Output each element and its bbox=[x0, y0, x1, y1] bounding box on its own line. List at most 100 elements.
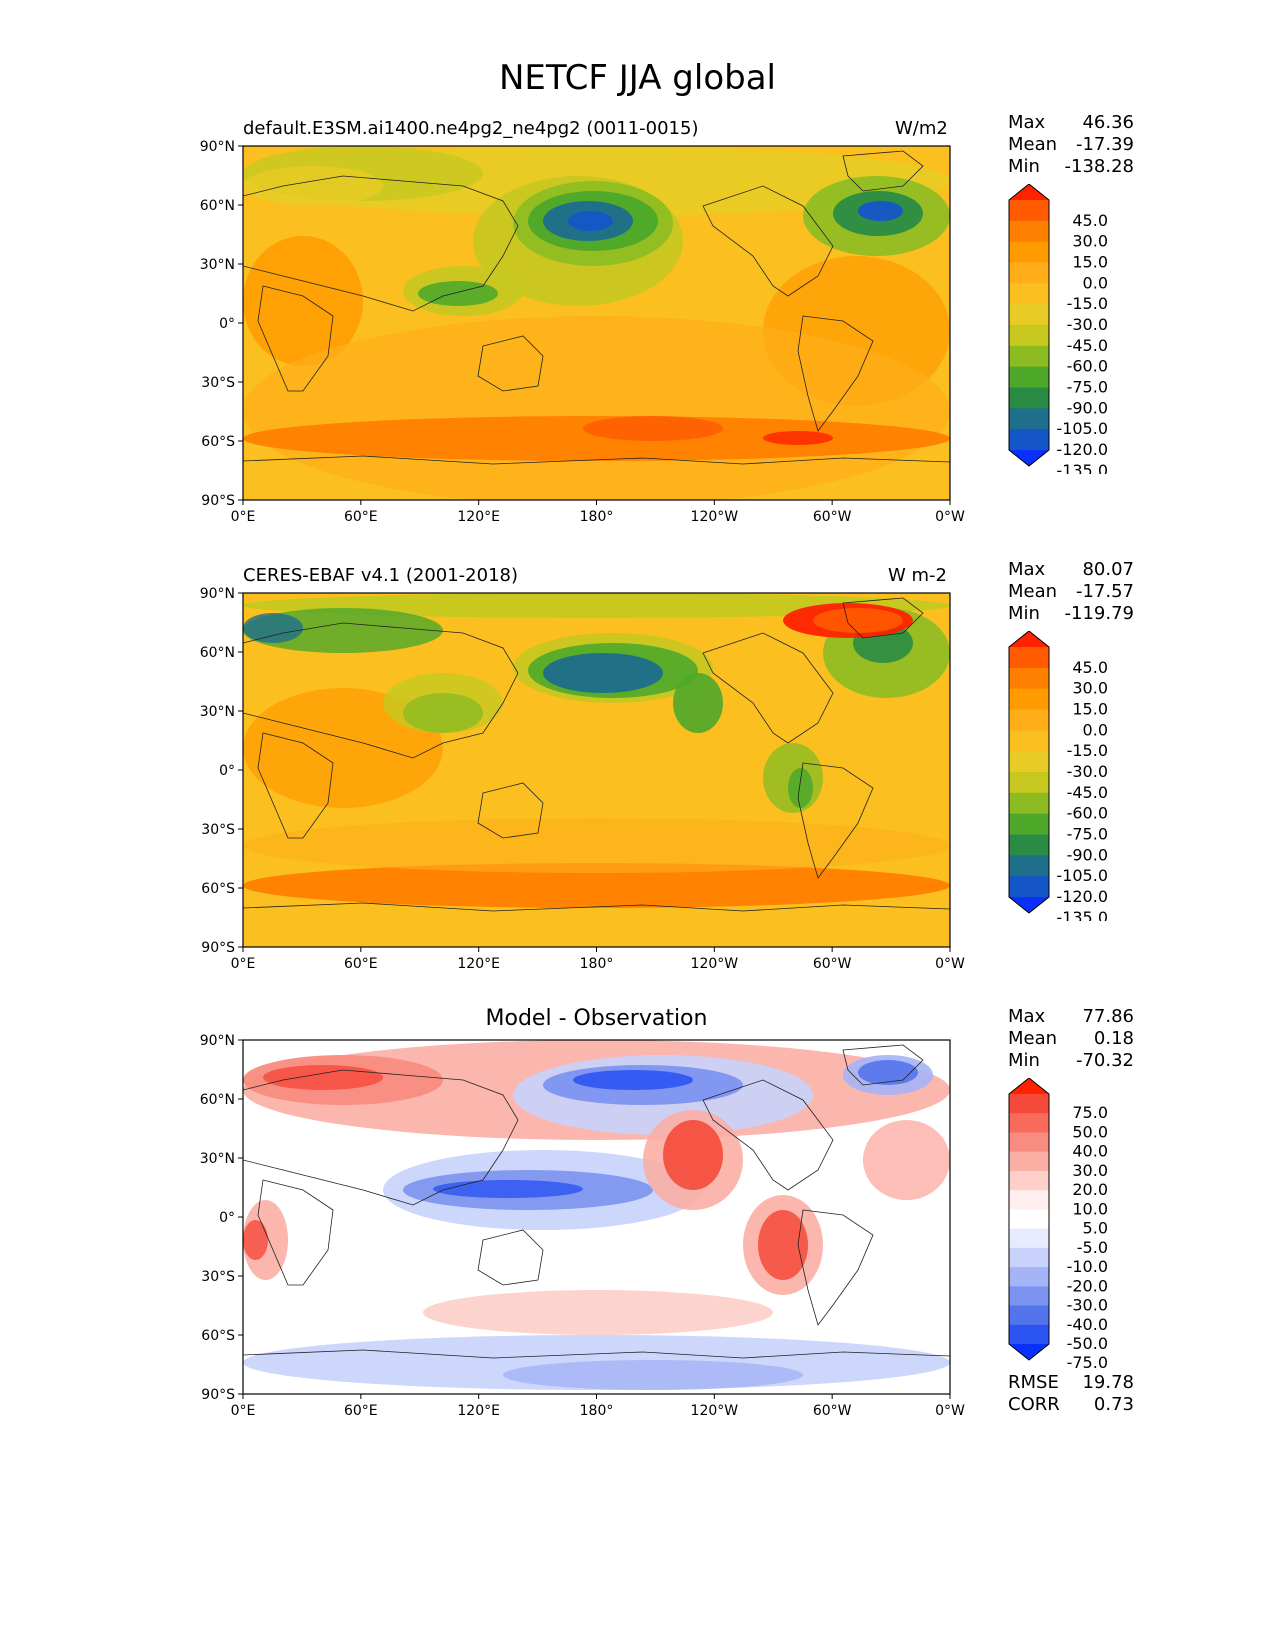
colorbar-segment bbox=[1009, 772, 1049, 794]
colorbar-label: 15.0 bbox=[1072, 253, 1108, 272]
coastline bbox=[243, 1349, 950, 1359]
field-region bbox=[673, 673, 723, 733]
colorbar-segment bbox=[1009, 647, 1049, 669]
field-region bbox=[423, 1290, 773, 1335]
field-region bbox=[758, 1210, 808, 1280]
field-region bbox=[568, 211, 613, 231]
colorbar-label: 50.0 bbox=[1072, 1122, 1108, 1141]
colorbar-segment bbox=[1009, 304, 1049, 326]
colorbar-label: -30.0 bbox=[1067, 1296, 1108, 1315]
y-tick-label: 60°S bbox=[201, 1328, 235, 1344]
panel3-max-value: 77.86 bbox=[1082, 1006, 1134, 1027]
y-tick-label: 30°N bbox=[200, 257, 235, 273]
y-tick-label: 60°S bbox=[201, 434, 235, 450]
field-region bbox=[663, 1120, 723, 1190]
coastline bbox=[842, 597, 924, 639]
colorbar-label: -30.0 bbox=[1067, 762, 1108, 781]
colorbar-min-extend bbox=[1009, 897, 1049, 913]
field-region bbox=[243, 593, 950, 618]
x-tick-label: 60°E bbox=[344, 1403, 378, 1419]
field-region bbox=[243, 1220, 268, 1260]
colorbar-outline bbox=[1008, 631, 1050, 914]
colorbar-label: 20.0 bbox=[1072, 1180, 1108, 1199]
y-tick-label: 30°S bbox=[201, 822, 235, 838]
panel2-max-value: 80.07 bbox=[1082, 559, 1134, 580]
y-tick-label: 30°S bbox=[201, 1269, 235, 1285]
coastline bbox=[702, 1079, 834, 1191]
colorbar-label: -50.0 bbox=[1067, 1334, 1108, 1353]
y-tick-label: 90°S bbox=[201, 1387, 235, 1403]
colorbar-segment bbox=[1009, 345, 1049, 368]
colorbar-label: -60.0 bbox=[1067, 804, 1108, 823]
field-region bbox=[243, 613, 303, 643]
field-region bbox=[403, 693, 483, 733]
y-tick-label: 90°N bbox=[200, 140, 235, 155]
colorbar-segment bbox=[1009, 200, 1049, 222]
colorbar-segment bbox=[1009, 1132, 1049, 1153]
colorbar-label: 10.0 bbox=[1072, 1199, 1108, 1218]
panel1-mean-value: -17.39 bbox=[1075, 134, 1134, 155]
coastline bbox=[243, 175, 519, 312]
panel1-map: 0°E 60°E 120°E 180° 120°W 60°W 0°W 90°N 60°N 30°N… bbox=[200, 140, 965, 525]
y-tick-label: 0° bbox=[219, 316, 235, 332]
colorbar-label: 45.0 bbox=[1072, 211, 1108, 230]
panel2-mean-value: -17.57 bbox=[1075, 581, 1134, 602]
colorbar-segment bbox=[1009, 1151, 1049, 1172]
colorbar-min-extend bbox=[1009, 450, 1049, 466]
colorbar-label: -120.0 bbox=[1056, 440, 1108, 459]
panel1-stats: Max 46.36 Mean -17.39 Min -138.28 bbox=[1008, 112, 1134, 178]
colorbar-segment bbox=[1009, 1247, 1049, 1268]
coastline bbox=[797, 315, 874, 432]
colorbar-label: 30.0 bbox=[1072, 232, 1108, 251]
colorbar-segment bbox=[1009, 408, 1049, 430]
x-tick-label: 120°W bbox=[691, 509, 739, 525]
panel2-min-label: Min bbox=[1008, 603, 1040, 624]
field-region bbox=[858, 1060, 918, 1085]
colorbar-segment bbox=[1009, 688, 1049, 710]
x-tick-label: 120°W bbox=[691, 956, 739, 972]
colorbar-label: 75.0 bbox=[1072, 1103, 1108, 1122]
field-region bbox=[573, 1070, 693, 1090]
colorbar-label: -105.0 bbox=[1056, 419, 1108, 438]
colorbar-segment bbox=[1009, 241, 1049, 263]
map-field bbox=[243, 1040, 950, 1394]
colorbar-label: 15.0 bbox=[1072, 700, 1108, 719]
x-tick-label: 60°W bbox=[813, 1403, 852, 1419]
colorbar-label: -60.0 bbox=[1067, 357, 1108, 376]
colorbar-segment bbox=[1009, 834, 1049, 856]
colorbar-label: -30.0 bbox=[1067, 315, 1108, 334]
x-tick-label: 0°E bbox=[231, 1403, 256, 1419]
coastline bbox=[702, 632, 834, 744]
field-region bbox=[858, 201, 903, 221]
x-tick-label: 0°W bbox=[935, 1403, 965, 1419]
y-tick-label: 90°S bbox=[201, 940, 235, 956]
panel2-max-label: Max bbox=[1008, 559, 1046, 580]
field-region bbox=[243, 236, 363, 366]
map-field bbox=[243, 593, 950, 947]
colorbar-max-extend bbox=[1009, 184, 1049, 200]
colorbar-label: 45.0 bbox=[1072, 658, 1108, 677]
x-tick-label: 120°E bbox=[457, 956, 500, 972]
colorbar-label: 0.0 bbox=[1083, 273, 1108, 292]
colorbar-label: 30.0 bbox=[1072, 1161, 1108, 1180]
colorbar-segment bbox=[1009, 813, 1049, 835]
colorbar-segment bbox=[1009, 751, 1049, 773]
panel3-error-stats: RMSE 19.78 CORR 0.73 bbox=[1008, 1372, 1134, 1416]
panel3-stats: Max 77.86 Mean 0.18 Min -70.32 bbox=[1008, 1006, 1134, 1072]
coastline bbox=[477, 335, 544, 392]
corr-label: CORR bbox=[1008, 1394, 1060, 1415]
coastline bbox=[842, 1044, 924, 1086]
field-region bbox=[543, 653, 663, 693]
field-region bbox=[583, 416, 723, 441]
y-tick-label: 90°N bbox=[200, 1034, 235, 1049]
colorbar-label: -15.0 bbox=[1067, 741, 1108, 760]
field-region bbox=[263, 1065, 383, 1090]
coastline bbox=[797, 762, 874, 879]
colorbar-segment bbox=[1009, 387, 1049, 409]
panel1-colorbar: 45.0 30.0 15.00.0 -15.0 -30.0 -45.0 -60.0 -75.0… bbox=[1008, 184, 1108, 474]
x-tick-label: 0°E bbox=[231, 509, 256, 525]
colorbar-label: -75.0 bbox=[1067, 378, 1108, 397]
colorbar-label: -120.0 bbox=[1056, 887, 1108, 906]
rmse-value: 19.78 bbox=[1082, 1372, 1134, 1393]
colorbar-segment bbox=[1009, 667, 1049, 690]
